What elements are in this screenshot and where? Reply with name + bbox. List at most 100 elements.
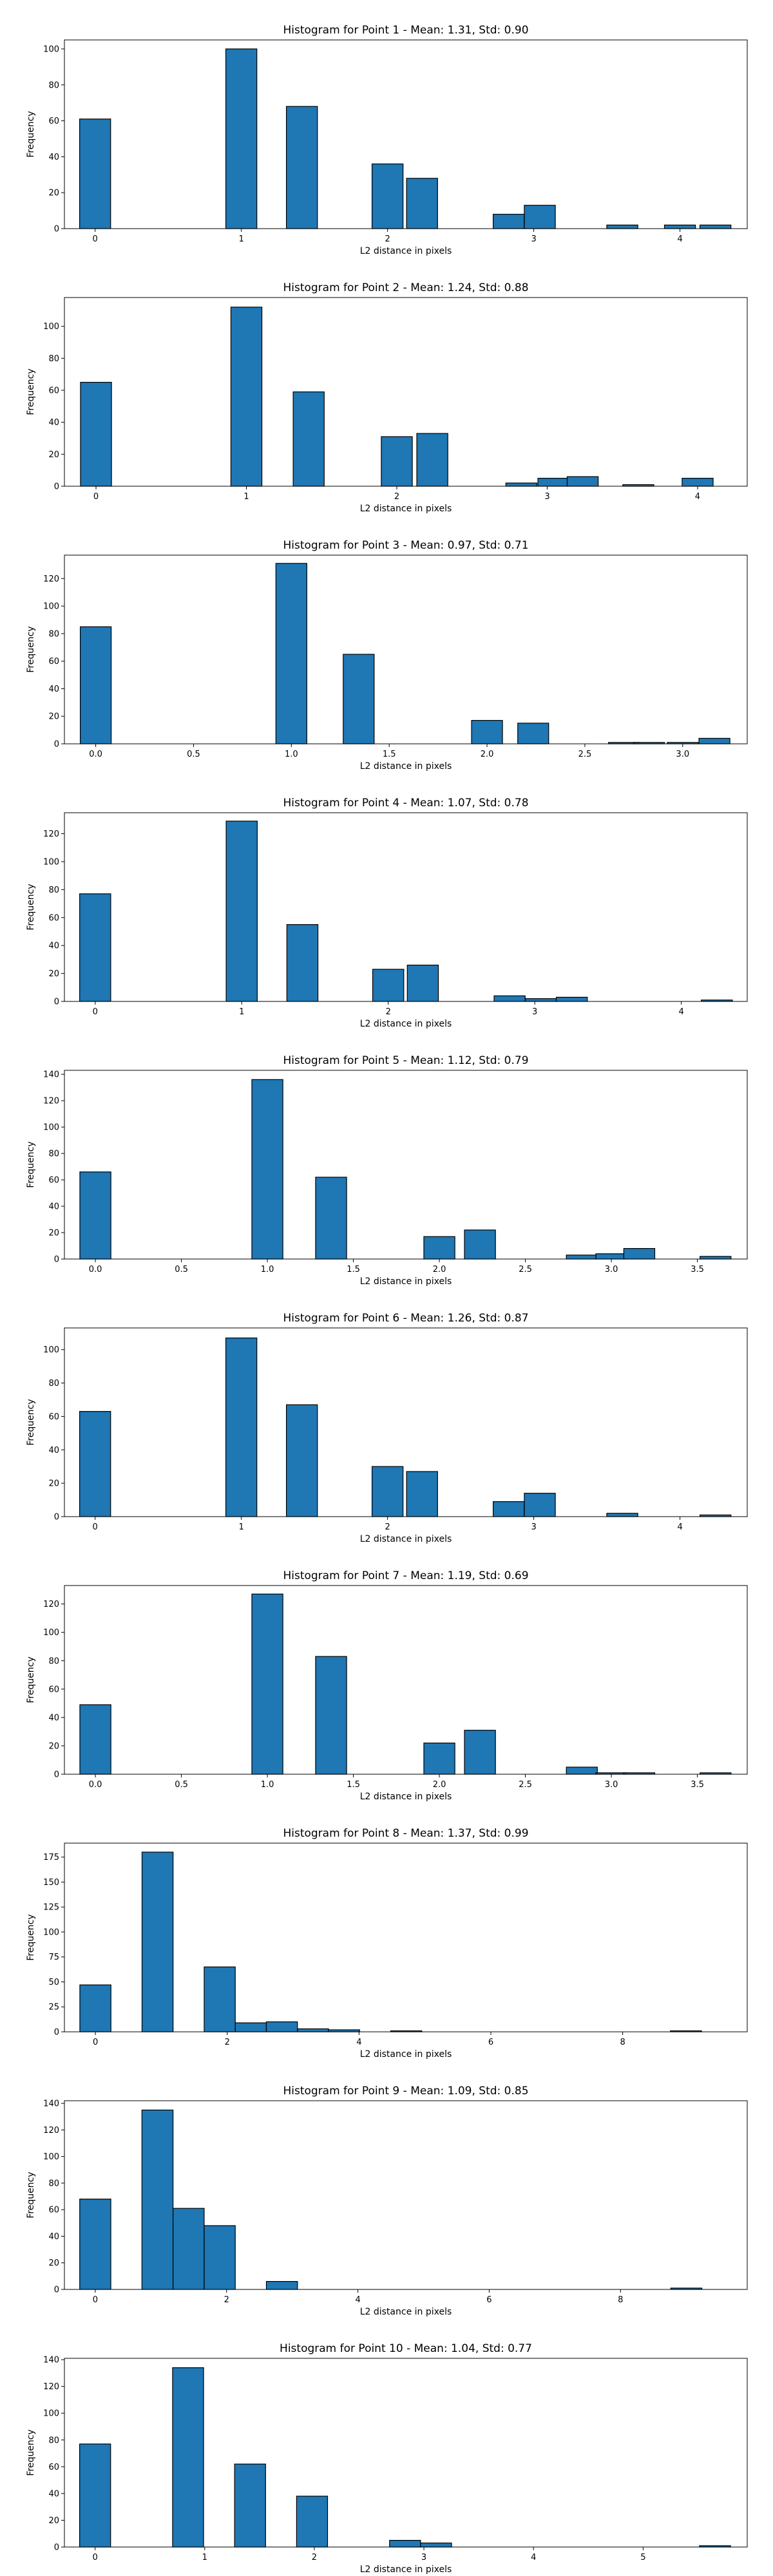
histogram-bar <box>493 995 526 1002</box>
histogram-svg: Histogram for Point 7 - Mean: 1.19, Std:… <box>26 1569 748 1802</box>
y-tick-label: 60 <box>48 657 59 667</box>
histogram-bar <box>79 2443 111 2548</box>
x-tick-label: 4 <box>695 492 700 502</box>
histogram-bar <box>663 224 696 229</box>
y-tick-label: 60 <box>48 386 59 396</box>
x-tick-label: 3.0 <box>676 750 689 759</box>
x-tick-label: 6 <box>486 2295 491 2305</box>
chart-panel: Histogram for Point 10 - Mean: 1.04, Std… <box>0 2318 773 2576</box>
plot-frame <box>64 1585 748 1775</box>
x-tick-label: 2 <box>385 234 390 244</box>
x-tick-label: 4 <box>677 1522 682 1532</box>
x-tick-label: 1.0 <box>285 750 298 759</box>
y-tick-label: 75 <box>48 1953 59 1962</box>
y-tick-label: 0 <box>54 1255 59 1265</box>
plot-frame <box>64 1842 748 2032</box>
x-tick-label: 3.5 <box>691 1265 704 1274</box>
chart-panel: Histogram for Point 2 - Mean: 1.24, Std:… <box>0 258 773 515</box>
x-axis-label: L2 distance in pixels <box>360 246 452 256</box>
y-tick-label: 20 <box>48 1479 59 1489</box>
histogram-svg: Histogram for Point 8 - Mean: 1.37, Std:… <box>26 1827 748 2060</box>
histogram-bar <box>79 626 112 744</box>
x-tick-label: 3 <box>544 492 549 502</box>
histogram-bar <box>315 1656 347 1775</box>
histogram-bar <box>234 2022 267 2032</box>
x-tick-label: 4 <box>356 2038 361 2047</box>
x-tick-label: 1.0 <box>261 1780 274 1790</box>
x-tick-label: 2.0 <box>481 750 494 759</box>
x-tick-label: 1 <box>243 492 249 502</box>
histogram-bar <box>555 996 588 1002</box>
y-tick-label: 80 <box>48 1656 59 1666</box>
histogram-bar <box>80 382 112 487</box>
y-tick-label: 40 <box>48 942 59 951</box>
histogram-bar <box>492 1501 525 1517</box>
histogram-bar <box>406 964 439 1002</box>
histogram-bar <box>566 1255 598 1260</box>
x-tick-label: 0 <box>93 2038 98 2047</box>
histogram-bar <box>420 2543 452 2548</box>
x-axis-label: L2 distance in pixels <box>360 761 452 772</box>
x-tick-label: 2 <box>394 492 399 502</box>
x-tick-label: 3.0 <box>605 1780 618 1790</box>
x-axis-label: L2 distance in pixels <box>360 1534 452 1544</box>
histogram-svg: Histogram for Point 5 - Mean: 1.12, Std:… <box>26 1054 748 1287</box>
x-tick-label: 0.5 <box>175 1780 188 1790</box>
x-tick-label: 0 <box>93 2295 98 2305</box>
x-tick-label: 2 <box>225 2038 230 2047</box>
y-tick-label: 120 <box>43 574 59 584</box>
y-tick-label: 100 <box>43 1927 59 1937</box>
x-tick-label: 2.5 <box>519 1780 532 1790</box>
y-tick-label: 120 <box>43 1097 59 1106</box>
histogram-svg: Histogram for Point 10 - Mean: 1.04, Std… <box>26 2342 748 2575</box>
y-axis-label: Frequency <box>26 368 36 415</box>
x-tick-label: 6 <box>488 2038 493 2047</box>
x-tick-label: 4 <box>677 234 682 244</box>
histogram-bar <box>566 1766 598 1775</box>
histogram-bar <box>524 1493 556 1517</box>
x-axis-label: L2 distance in pixels <box>360 1019 452 1029</box>
plot-frame <box>64 297 748 487</box>
x-tick-label: 5 <box>640 2553 645 2562</box>
histogram-bar <box>406 178 438 229</box>
x-tick-label: 0 <box>92 2553 97 2562</box>
plot-frame <box>64 812 748 1002</box>
histogram-bar <box>606 1513 638 1517</box>
y-tick-label: 100 <box>43 2152 59 2162</box>
histogram-bar <box>700 1256 732 1260</box>
x-tick-label: 1.5 <box>347 1780 360 1790</box>
y-tick-label: 140 <box>43 2099 59 2109</box>
y-tick-label: 80 <box>48 1150 59 1159</box>
x-axis-label: L2 distance in pixels <box>360 1276 452 1287</box>
y-tick-label: 100 <box>43 2409 59 2419</box>
histogram-bar <box>172 2367 204 2548</box>
x-axis-label: L2 distance in pixels <box>360 2307 452 2317</box>
histogram-bar <box>343 654 375 744</box>
x-tick-label: 4 <box>355 2295 360 2305</box>
x-tick-label: 0 <box>93 1007 98 1017</box>
plot-frame <box>64 2100 748 2290</box>
y-tick-label: 80 <box>48 1379 59 1388</box>
plot-frame <box>64 1327 748 1517</box>
chart-panel: Histogram for Point 4 - Mean: 1.07, Std:… <box>0 773 773 1030</box>
y-tick-label: 60 <box>48 1412 59 1422</box>
chart-title: Histogram for Point 9 - Mean: 1.09, Std:… <box>283 2085 528 2098</box>
x-tick-label: 1 <box>239 1007 244 1017</box>
y-tick-label: 100 <box>43 602 59 612</box>
x-tick-label: 1.0 <box>261 1265 274 1274</box>
x-tick-label: 2.5 <box>519 1265 532 1274</box>
x-tick-label: 2.5 <box>578 750 592 759</box>
y-tick-label: 80 <box>48 354 59 364</box>
chart-title: Histogram for Point 4 - Mean: 1.07, Std:… <box>283 797 528 810</box>
y-tick-label: 0 <box>54 1770 59 1780</box>
y-tick-label: 20 <box>48 2259 59 2268</box>
x-tick-label: 2 <box>385 1522 390 1532</box>
y-tick-label: 60 <box>48 1685 59 1694</box>
x-axis-label: L2 distance in pixels <box>360 2049 452 2060</box>
chart-panel: Histogram for Point 8 - Mean: 1.37, Std:… <box>0 1803 773 2061</box>
x-tick-label: 0 <box>93 234 98 244</box>
histogram-bar <box>471 720 503 744</box>
y-tick-label: 20 <box>48 712 59 722</box>
histogram-bar <box>537 477 569 487</box>
x-tick-label: 3.5 <box>691 1780 704 1790</box>
